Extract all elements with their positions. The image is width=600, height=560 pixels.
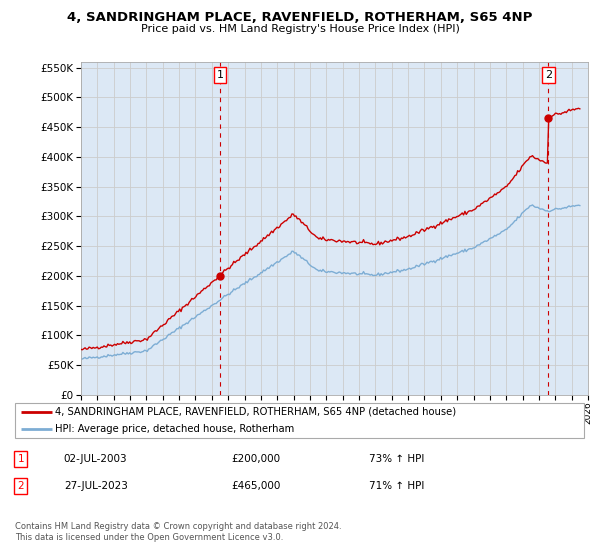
Text: 73% ↑ HPI: 73% ↑ HPI [369, 454, 424, 464]
Text: 4, SANDRINGHAM PLACE, RAVENFIELD, ROTHERHAM, S65 4NP: 4, SANDRINGHAM PLACE, RAVENFIELD, ROTHER… [67, 11, 533, 24]
Text: 4, SANDRINGHAM PLACE, RAVENFIELD, ROTHERHAM, S65 4NP (detached house): 4, SANDRINGHAM PLACE, RAVENFIELD, ROTHER… [55, 407, 457, 417]
Text: 02-JUL-2003: 02-JUL-2003 [64, 454, 127, 464]
Text: 1: 1 [217, 70, 224, 80]
Text: 27-JUL-2023: 27-JUL-2023 [64, 481, 128, 491]
Text: Contains HM Land Registry data © Crown copyright and database right 2024.: Contains HM Land Registry data © Crown c… [15, 522, 341, 531]
Text: 1: 1 [17, 454, 24, 464]
FancyBboxPatch shape [15, 403, 584, 438]
Text: Price paid vs. HM Land Registry's House Price Index (HPI): Price paid vs. HM Land Registry's House … [140, 24, 460, 34]
Text: HPI: Average price, detached house, Rotherham: HPI: Average price, detached house, Roth… [55, 424, 295, 435]
Text: 2: 2 [17, 481, 24, 491]
Text: 2: 2 [545, 70, 552, 80]
Text: £200,000: £200,000 [231, 454, 280, 464]
Text: This data is licensed under the Open Government Licence v3.0.: This data is licensed under the Open Gov… [15, 533, 283, 542]
Text: £465,000: £465,000 [231, 481, 280, 491]
Text: 71% ↑ HPI: 71% ↑ HPI [369, 481, 424, 491]
